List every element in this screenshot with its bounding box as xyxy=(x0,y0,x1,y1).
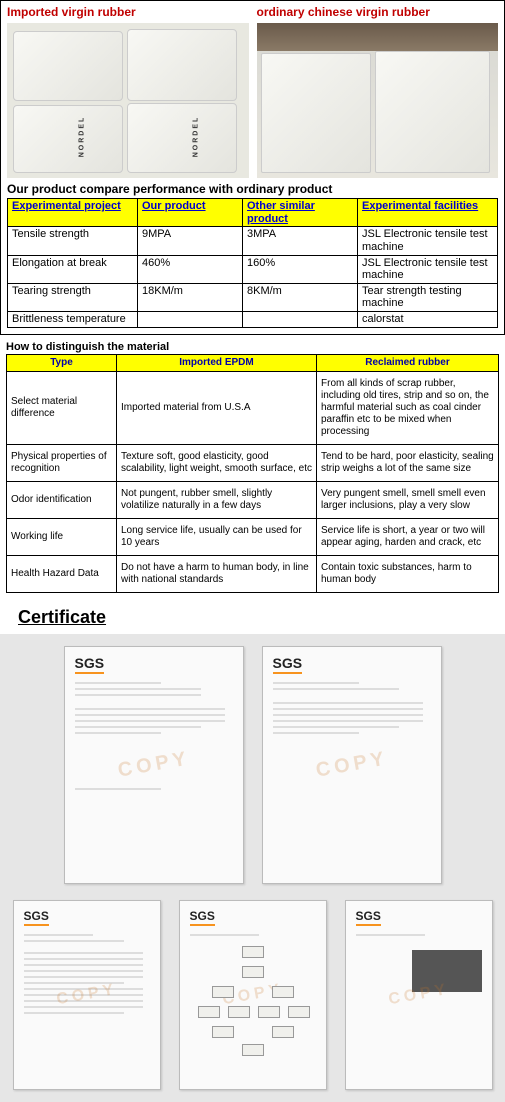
right-image-label: ordinary chinese virgin rubber xyxy=(257,3,499,23)
bag-brand-label: NORDEL xyxy=(78,116,85,158)
table-row: Working life Long service life, usually … xyxy=(7,518,499,555)
table-row: Odor identification Not pungent, rubber … xyxy=(7,481,499,518)
left-image-label: Imported virgin rubber xyxy=(7,3,249,23)
top-section: Imported virgin rubber NORDEL NORDEL ord… xyxy=(0,0,505,335)
certificate-doc: SGS COPY xyxy=(179,900,327,1090)
certificate-doc: SGS COPY xyxy=(13,900,161,1090)
table-header-row: Type Imported EPDM Reclaimed rubber xyxy=(7,354,499,371)
comparison-table: Experimental project Our product Other s… xyxy=(7,198,498,328)
sgs-logo: SGS xyxy=(190,909,215,926)
table-row: Physical properties of recognition Textu… xyxy=(7,444,499,481)
sgs-logo: SGS xyxy=(75,655,105,674)
right-image-column: ordinary chinese virgin rubber xyxy=(257,3,499,178)
col-header: Type xyxy=(7,354,117,371)
certificate-title: Certificate xyxy=(18,607,505,628)
distinguish-title: How to distinguish the material xyxy=(6,341,505,353)
sgs-logo: SGS xyxy=(356,909,381,926)
left-image-column: Imported virgin rubber NORDEL NORDEL xyxy=(7,3,249,178)
col-header: Other similar product xyxy=(243,199,358,227)
ordinary-rubber-photo xyxy=(257,23,499,178)
table-row: Select material difference Imported mate… xyxy=(7,371,499,444)
col-header: Experimental facilities xyxy=(358,199,498,227)
certificate-row-2: SGS COPY SGS COPY xyxy=(12,900,493,1090)
certificate-row-1: SGS COPY SGS COPY xyxy=(12,646,493,884)
flowchart-diagram xyxy=(190,946,316,1056)
sgs-logo: SGS xyxy=(24,909,49,926)
comparison-caption: Our product compare performance with ord… xyxy=(7,182,498,196)
image-header-row: Imported virgin rubber NORDEL NORDEL ord… xyxy=(7,3,498,178)
table-row: Health Hazard Data Do not have a harm to… xyxy=(7,555,499,592)
imported-rubber-photo: NORDEL NORDEL xyxy=(7,23,249,178)
distinguish-table: Type Imported EPDM Reclaimed rubber Sele… xyxy=(6,354,499,593)
col-header: Imported EPDM xyxy=(117,354,317,371)
certificate-doc: SGS COPY xyxy=(262,646,442,884)
bag-brand-label-2: NORDEL xyxy=(192,116,199,158)
certificate-doc: SGS COPY xyxy=(64,646,244,884)
col-header: Reclaimed rubber xyxy=(317,354,499,371)
col-header: Experimental project xyxy=(8,199,138,227)
table-row: Tearing strength 18KM/m 8KM/m Tear stren… xyxy=(8,283,498,311)
copy-watermark: COPY xyxy=(314,747,390,782)
table-row: Elongation at break 460% 160% JSL Electr… xyxy=(8,255,498,283)
table-row: Brittleness temperature calorstat xyxy=(8,312,498,328)
table-header-row: Experimental project Our product Other s… xyxy=(8,199,498,227)
certificate-area: SGS COPY SGS COPY SGS COPY xyxy=(0,634,505,1102)
certificate-image-box xyxy=(412,950,482,992)
sgs-logo: SGS xyxy=(273,655,303,674)
col-header: Our product xyxy=(138,199,243,227)
certificate-doc: SGS COPY xyxy=(345,900,493,1090)
table-row: Tensile strength 9MPA 3MPA JSL Electroni… xyxy=(8,227,498,255)
